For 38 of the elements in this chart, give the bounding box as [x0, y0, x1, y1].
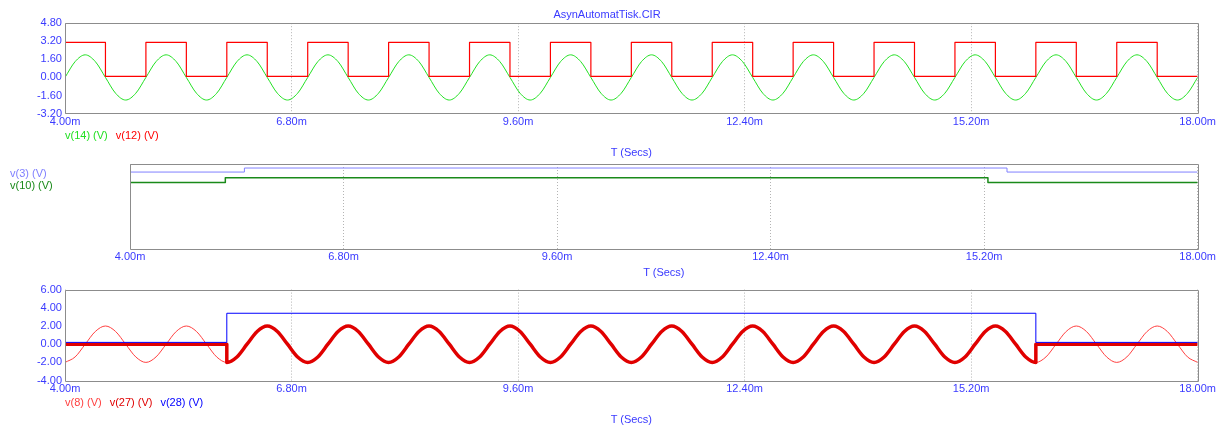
x-tick-label: 9.60m — [502, 382, 534, 395]
x-tick-label: 6.80m — [276, 115, 307, 128]
x-tick-label: 9.60m — [502, 115, 534, 128]
x-tick-label: 12.40m — [752, 250, 789, 263]
x-tick-label: 15.20m — [965, 250, 1003, 263]
x-tick-label: 12.40m — [726, 382, 763, 395]
y-tick-label: 0.00 — [40, 337, 62, 350]
x-axis-title: T (Secs) — [610, 146, 653, 159]
text: v(27) (V) — [109, 395, 153, 408]
x-tick-label: 6.80m — [276, 382, 307, 395]
y-tick-label: 3.20 — [40, 34, 62, 47]
x-tick-label: 18.00m — [1179, 250, 1217, 263]
line-series — [65, 54, 1198, 101]
y-tick-label: 4.80 — [40, 16, 62, 29]
text: v(3) (V) — [10, 167, 48, 179]
y-tick-label: 6.00 — [40, 282, 62, 295]
text: v(28) (V) — [160, 395, 204, 408]
chart-title: AsynAutomatTisk.CIR — [553, 7, 661, 20]
text: v(12) (V) — [115, 128, 159, 141]
y-tick-label: -2.00 — [36, 355, 62, 368]
x-tick-label: 6.80m — [328, 250, 359, 263]
x-axis-title: T (Secs) — [610, 413, 653, 426]
text: v(14) (V) — [65, 128, 108, 141]
x-tick-label: 15.20m — [952, 382, 990, 395]
x-tick-label: 4.00m — [114, 250, 146, 263]
text: v(10) (V) — [10, 179, 53, 191]
x-tick-label: 18.00m — [1179, 382, 1217, 395]
text: v(8) (V) — [65, 395, 102, 408]
x-axis-title: T (Secs) — [643, 266, 685, 279]
y-tick-label: 0.00 — [40, 70, 62, 83]
y-tick-label: 1.60 — [40, 52, 62, 65]
x-tick-label: 12.40m — [726, 115, 763, 128]
y-tick-label: -1.60 — [36, 88, 62, 101]
y-tick-label: 2.00 — [40, 319, 62, 332]
y-tick-label: 4.00 — [40, 300, 62, 313]
x-tick-label: 18.00m — [1179, 115, 1217, 128]
x-tick-label: 9.60m — [541, 250, 573, 263]
x-tick-label: 15.20m — [952, 115, 990, 128]
